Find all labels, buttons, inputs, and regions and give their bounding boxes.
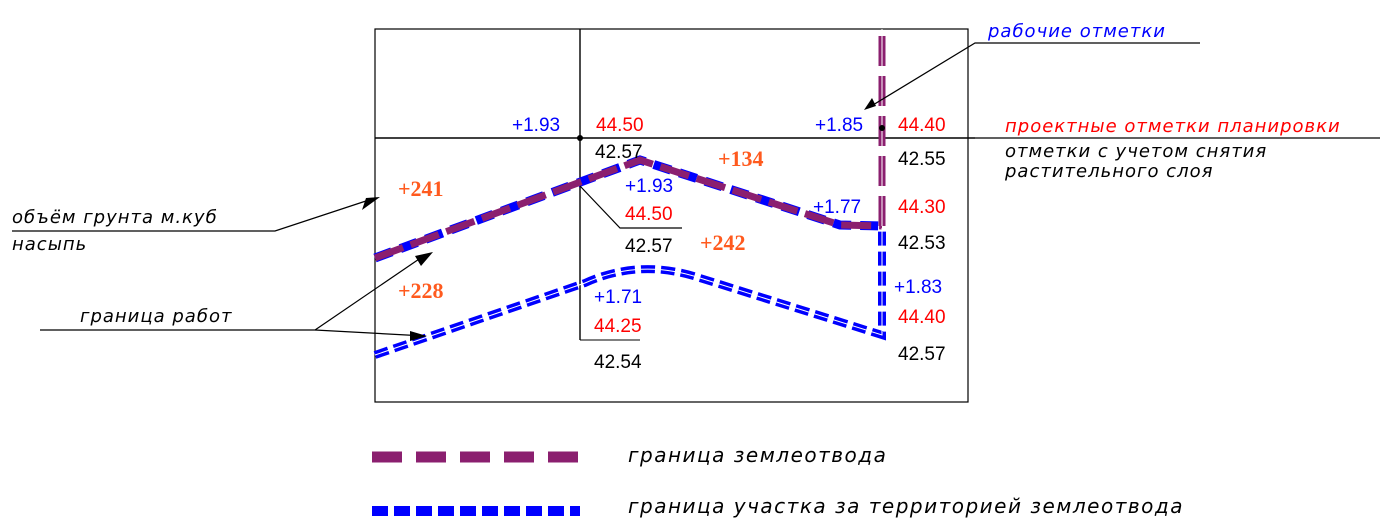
label-volume-fill: насыпь	[12, 234, 87, 255]
p4-natural-mark: 42.53	[898, 233, 946, 254]
plan-frame	[374, 28, 969, 403]
leader-lines	[12, 42, 1380, 337]
volume-242: +242	[700, 230, 746, 255]
point-marker-p1	[577, 135, 583, 141]
p1-design-mark: 44.50	[596, 115, 644, 136]
p5-work-mark: +1.71	[594, 287, 642, 308]
label-volume: объём грунта м.куб	[12, 207, 218, 228]
p1-work-mark: +1.93	[512, 115, 560, 136]
p1-natural-mark: 42.57	[595, 142, 643, 163]
p4-design-mark: 44.30	[898, 197, 946, 218]
p6-natural-mark: 42.57	[898, 344, 946, 365]
volume-228: +228	[398, 278, 444, 303]
label-work-boundary: граница работ	[80, 306, 232, 327]
outside-area-boundary	[373, 228, 886, 359]
arrow-work-marks	[864, 98, 876, 110]
point-marker-p2	[879, 125, 885, 131]
p3-design-mark: 44.50	[625, 204, 673, 225]
p2-design-mark: 44.40	[898, 115, 946, 136]
volume-241: +241	[398, 176, 444, 201]
label-natural-marks-1: отметки с учетом снятия	[1005, 141, 1267, 162]
p3-natural-mark: 42.57	[625, 236, 673, 257]
arrow-work-boundary-2	[410, 331, 427, 341]
p6-design-mark: 44.40	[898, 307, 946, 328]
legend-land-allotment-label: граница землеотвода	[628, 443, 887, 467]
arrow-volume	[362, 197, 380, 210]
p6-work-mark: +1.83	[894, 277, 942, 298]
label-natural-marks-2: растительного слоя	[1004, 161, 1213, 182]
legend: граница землеотвода граница участка за т…	[372, 443, 1184, 518]
p5-design-mark: 44.25	[594, 316, 642, 337]
p3-work-mark: +1.93	[625, 176, 673, 197]
label-design-marks: проектные отметки планировки	[1005, 116, 1341, 137]
p2-natural-mark: 42.55	[898, 149, 946, 170]
legend-outside-area-label: граница участка за территорией землеотво…	[628, 494, 1184, 518]
arrow-work-boundary-1	[415, 252, 433, 266]
volume-134: +134	[718, 146, 764, 171]
p4-work-mark: +1.77	[813, 197, 861, 218]
p5-natural-mark: 42.54	[594, 352, 642, 373]
p2-work-mark: +1.85	[815, 115, 863, 136]
label-work-marks: рабочие отметки	[987, 21, 1166, 42]
